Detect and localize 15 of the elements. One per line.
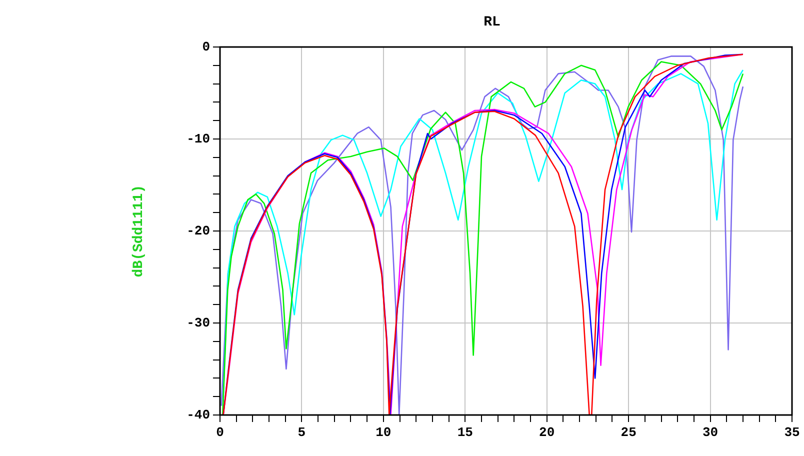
x-tick-label: 0 (216, 425, 224, 440)
x-tick-label: 35 (784, 425, 800, 440)
y-tick-label: 0 (202, 39, 210, 54)
chart-title: RL (484, 14, 500, 31)
y-tick-label: -30 (186, 315, 210, 330)
x-tick-label: 15 (457, 425, 474, 440)
x-tick-label: 30 (702, 425, 718, 440)
x-tick-label: 20 (539, 425, 555, 440)
y-tick-label: -10 (186, 131, 210, 146)
x-tick-label: 5 (298, 425, 306, 440)
x-tick-label: 10 (376, 425, 392, 440)
y-tick-label: -40 (186, 407, 210, 422)
y-tick-label: -20 (186, 223, 210, 238)
x-tick-label: 25 (620, 425, 637, 440)
y-axis-title: dB(Sdd1111) (130, 184, 147, 278)
